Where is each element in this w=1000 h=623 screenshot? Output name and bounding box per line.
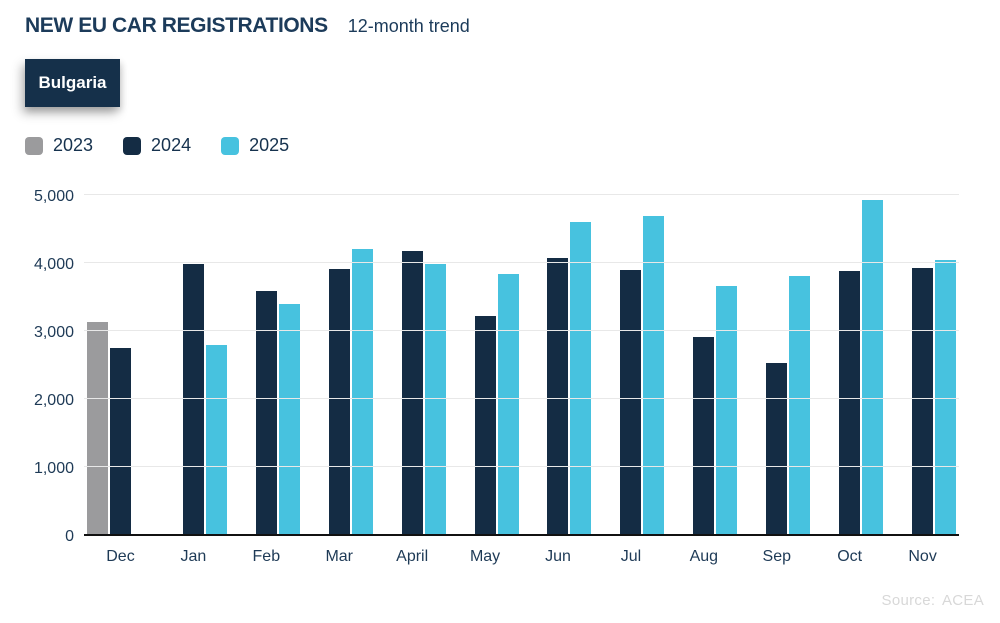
bar-2024-jun <box>547 257 569 534</box>
x-axis-label-aug: Aug <box>689 548 719 565</box>
legend: 2023 2024 2025 <box>25 135 289 156</box>
x-axis: Dec Jan Feb Mar April May Jun Jul Aug Sep Oct Nov <box>84 548 959 566</box>
x-axis-label-oct: Oct <box>837 548 863 565</box>
legend-item-2025[interactable]: 2025 <box>221 135 289 156</box>
x-axis-label-may: May <box>469 548 501 565</box>
bar-2024-april <box>401 250 423 534</box>
x-axis-label-jul: Jul <box>620 548 642 565</box>
bar-2025-oct <box>862 200 884 534</box>
plot-area <box>84 194 959 536</box>
country-tab-bulgaria[interactable]: Bulgaria <box>25 59 120 107</box>
gridline <box>84 262 959 263</box>
legend-swatch-2024 <box>123 136 142 155</box>
bars-row <box>84 196 959 534</box>
bar-2025-nov <box>935 260 957 534</box>
legend-label-2025: 2025 <box>249 135 290 155</box>
legend-label-2023: 2023 <box>53 135 94 155</box>
y-axis-label: 2,000 <box>33 392 74 409</box>
bar-2024-aug <box>693 337 715 534</box>
page-title: NEW EU CAR REGISTRATIONS <box>25 14 328 37</box>
bar-2025-may <box>497 274 519 534</box>
x-axis-label-feb: Feb <box>252 548 281 565</box>
bar-2024-mar <box>328 269 350 534</box>
bar-2023-dec <box>86 322 108 534</box>
bar-group-sep <box>740 196 813 534</box>
x-axis-label-sep: Sep <box>762 548 791 565</box>
bar-2024-may <box>474 316 496 534</box>
legend-swatch-2025 <box>221 136 240 155</box>
bar-group-jul <box>594 196 667 534</box>
bar-2025-jun <box>570 221 592 534</box>
bar-2025-sep <box>789 276 811 534</box>
bar-2025-jan <box>205 345 227 534</box>
y-axis-label: 4,000 <box>33 256 74 273</box>
x-axis-label-nov: Nov <box>908 548 937 565</box>
legend-item-2024[interactable]: 2024 <box>123 135 191 156</box>
gridline <box>84 194 959 195</box>
bar-chart: 0 1,000 2,000 3,000 4,000 5,000 Dec Jan Feb Mar A… <box>0 180 1000 590</box>
gridline <box>84 466 959 467</box>
bar-2024-jul <box>620 270 642 534</box>
bar-2024-feb <box>255 291 277 534</box>
bar-group-nov <box>886 196 959 534</box>
gridline <box>84 330 959 331</box>
x-axis-label-april: April <box>396 548 429 565</box>
x-axis-label-jun: Jun <box>545 548 571 565</box>
bar-group-aug <box>667 196 740 534</box>
bar-group-feb <box>230 196 303 534</box>
bar-2025-aug <box>716 285 738 534</box>
bar-group-dec <box>84 196 157 534</box>
legend-swatch-2023 <box>25 136 43 155</box>
bar-2025-mar <box>351 249 373 534</box>
bar-2024-nov <box>912 267 934 534</box>
x-axis-label-jan: Jan <box>180 548 207 565</box>
legend-item-2023[interactable]: 2023 <box>25 135 93 156</box>
page-subtitle: 12-month trend <box>347 16 470 36</box>
source-attribution: Source: ACEA <box>881 592 984 609</box>
y-axis-label: 1,000 <box>33 460 74 477</box>
bar-2024-sep <box>766 362 788 534</box>
bar-2024-dec <box>109 348 131 534</box>
y-axis-label: 5,000 <box>33 188 74 205</box>
y-axis: 0 1,000 2,000 3,000 4,000 5,000 <box>0 188 74 545</box>
y-axis-label: 0 <box>65 528 74 545</box>
bar-group-jun <box>522 196 595 534</box>
bar-group-mar <box>303 196 376 534</box>
gridline <box>84 398 959 399</box>
y-axis-label: 3,000 <box>33 324 74 341</box>
x-axis-label-dec: Dec <box>106 548 135 565</box>
bar-group-jan <box>157 196 230 534</box>
bar-2024-oct <box>839 271 861 534</box>
legend-label-2024: 2024 <box>151 135 192 155</box>
country-tab-label: Bulgaria <box>38 73 107 92</box>
bar-2025-feb <box>278 304 300 534</box>
bar-group-oct <box>813 196 886 534</box>
x-axis-label-mar: Mar <box>325 548 353 565</box>
bar-2024-jan <box>182 264 204 534</box>
bar-2025-jul <box>643 215 665 534</box>
chart-header: NEW EU CAR REGISTRATIONS 12-month trend <box>25 14 470 38</box>
bar-group-may <box>449 196 522 534</box>
bar-group-april <box>376 196 449 534</box>
